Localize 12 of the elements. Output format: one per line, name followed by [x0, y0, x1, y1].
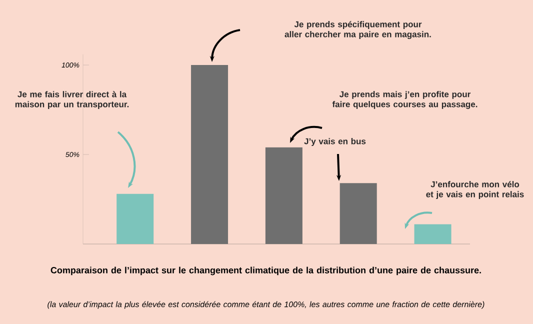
bar	[414, 224, 452, 244]
text: Comparaison de l’impact sur le changement climatique de la distribution d’une paire de chaussure.	[50, 266, 481, 276]
text: (la valeur d’impact la plus élevée est considérée comme étant de 100%, les autres comme une fraction de cette dernière)	[48, 301, 484, 309]
annotation: Je me fais livrer direct à la maison par un transporteur.	[15, 90, 129, 109]
text: Je prends spécifiquement pour aller chercher ma paire en magasin.	[284, 20, 431, 40]
bar	[116, 194, 154, 244]
bar	[340, 183, 377, 244]
annotation: J’y vais en bus	[304, 138, 366, 146]
bar	[191, 65, 228, 244]
annotation: Je prends mais j’en profite pour faire quelques courses au passage.	[332, 91, 478, 109]
annotation: J’enfourche mon vélo et je vais en point relais	[426, 180, 524, 199]
bar	[265, 147, 302, 244]
